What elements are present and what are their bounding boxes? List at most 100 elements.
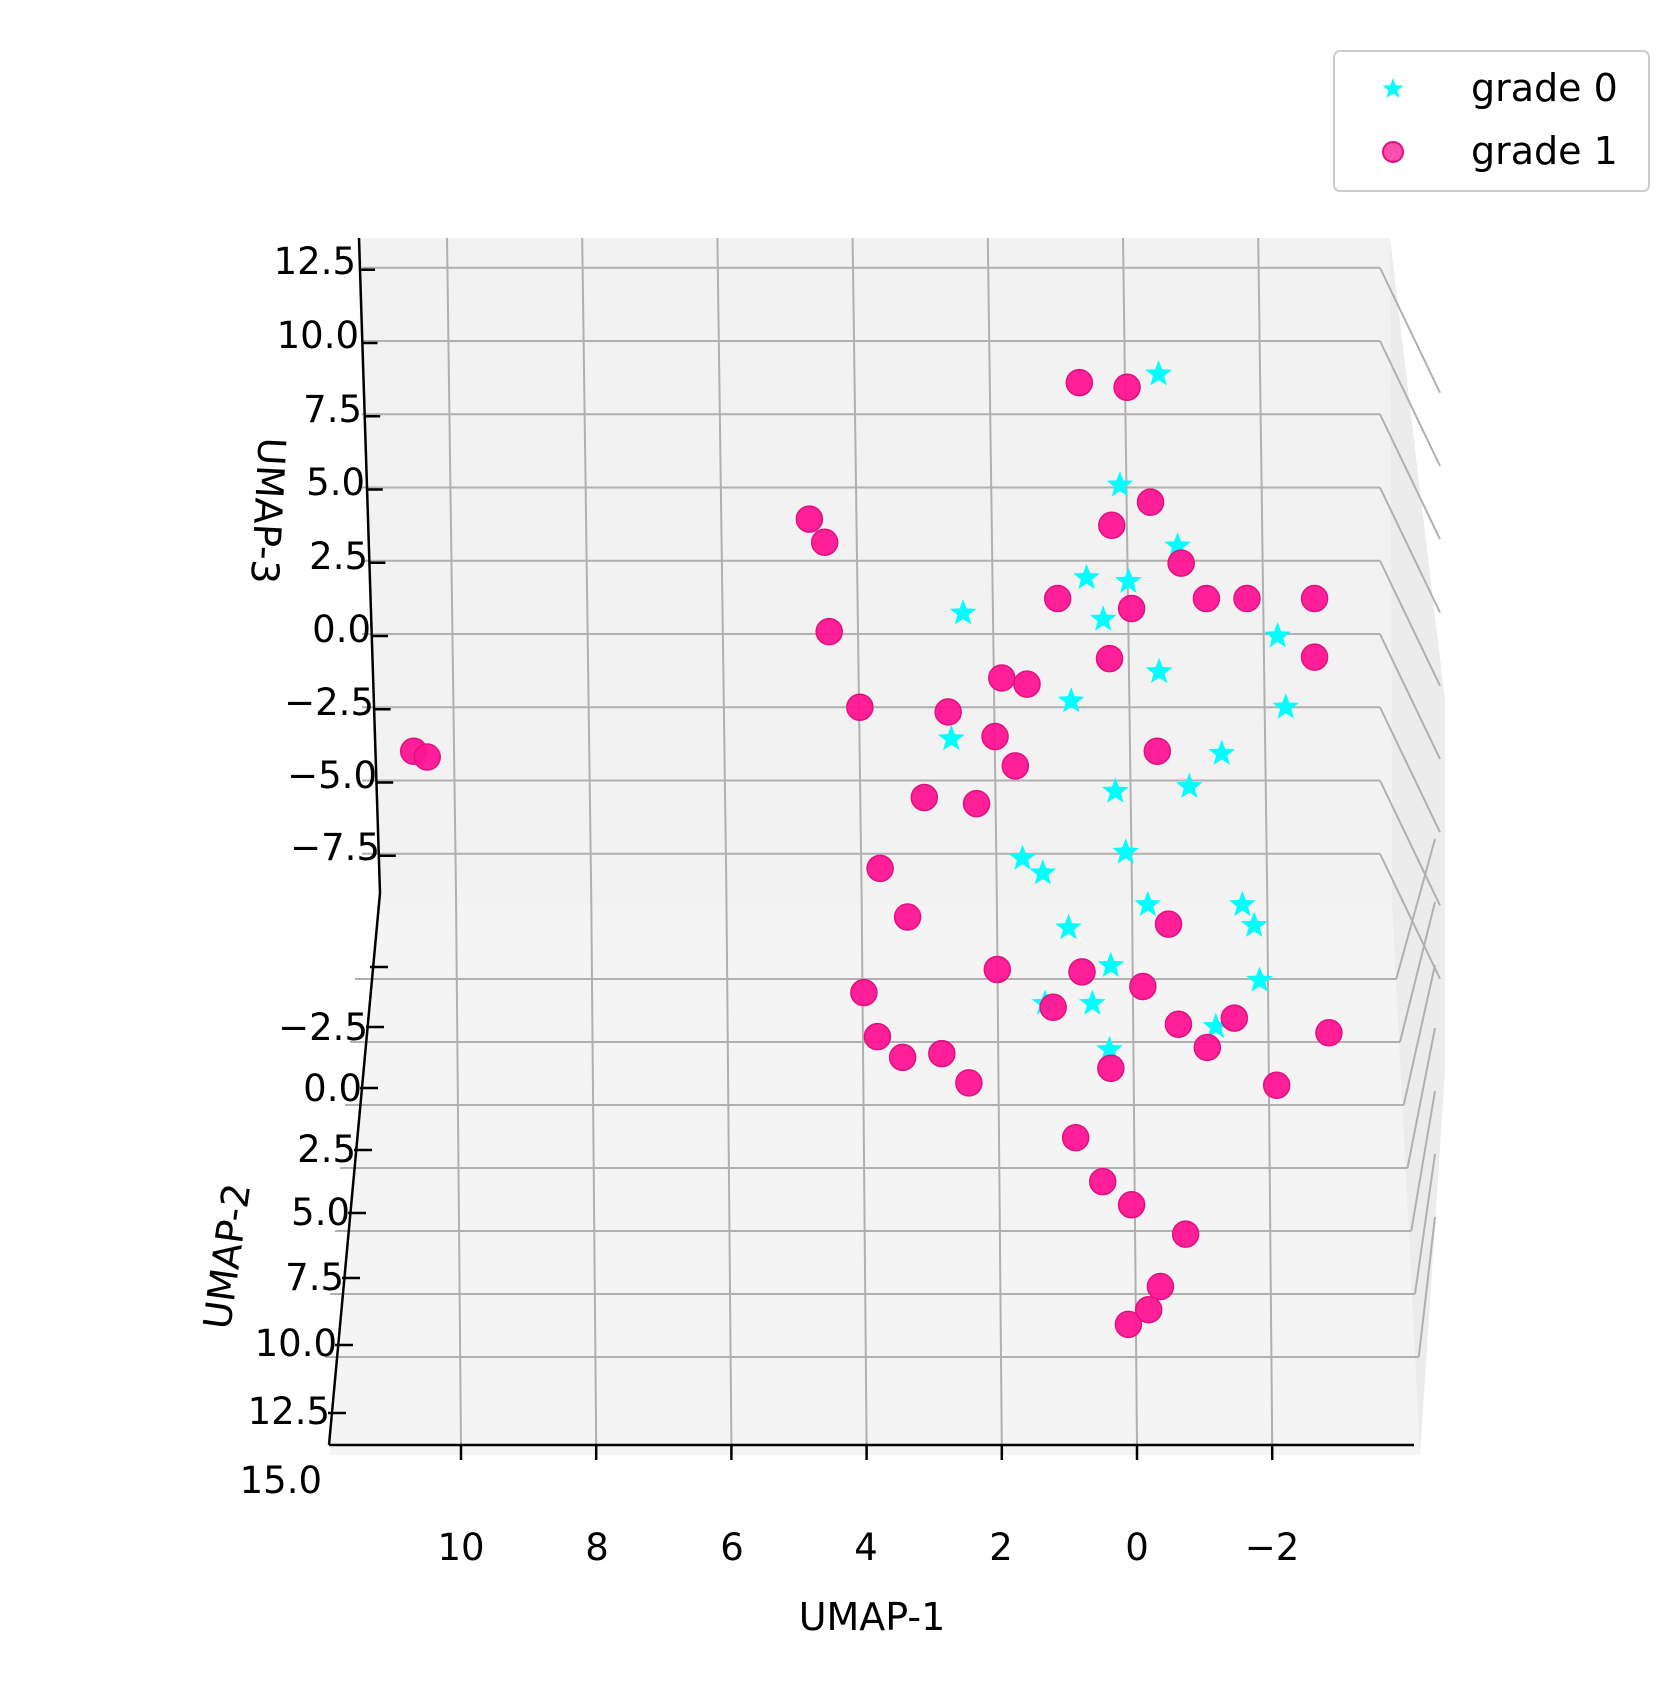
data-point-grade-1 <box>850 978 878 1007</box>
legend: grade 0 grade 1 <box>1333 50 1650 192</box>
data-points <box>399 360 1343 1339</box>
data-point-grade-1 <box>815 617 843 646</box>
data-point-grade-0 <box>1029 859 1057 885</box>
data-point-grade-0 <box>1145 360 1172 386</box>
data-point-grade-1 <box>1192 584 1221 613</box>
legend-star-marker <box>1382 78 1404 98</box>
legend-circle-marker-shape <box>1382 141 1404 163</box>
data-point-grade-1 <box>1065 368 1094 397</box>
data-point-grade-1 <box>810 528 839 557</box>
data-point-grade-1 <box>1013 670 1041 698</box>
data-point-grade-0 <box>1176 772 1203 798</box>
axis-lines <box>327 237 1414 1447</box>
grid-line-z-side <box>1379 267 1441 394</box>
data-point-grade-0 <box>1112 838 1139 864</box>
data-point-grade-0 <box>1272 693 1299 719</box>
data-point-grade-0 <box>1096 1035 1123 1062</box>
grid-line-x-wall <box>446 237 457 894</box>
grid-line-z-side <box>1379 706 1441 833</box>
data-point-grade-0 <box>1202 1012 1230 1038</box>
data-point-grade-1 <box>1220 1004 1249 1032</box>
data-point-grade-0 <box>1097 951 1125 977</box>
grid-line-z-side <box>1379 487 1441 613</box>
grid-line-y-side <box>1406 1027 1436 1169</box>
grid-line-z-side <box>1379 413 1441 540</box>
grid-line-x-wall <box>716 237 728 894</box>
data-point-grade-0 <box>1115 567 1142 593</box>
data-point-grade-1 <box>1134 1295 1163 1324</box>
grid-line-y-side <box>1417 1216 1436 1358</box>
x-tick-label: 0 <box>1125 1526 1149 1569</box>
data-point-grade-0 <box>938 724 965 751</box>
x-tick-label: 2 <box>989 1526 1013 1569</box>
grid-line-x-wall <box>1122 237 1133 894</box>
y-tick-label: 12.5 <box>248 1390 330 1433</box>
data-point-grade-1 <box>1146 1272 1175 1301</box>
z-tick-label: 10.0 <box>277 314 359 357</box>
y-tick-label: 7.5 <box>285 1256 344 1299</box>
data-point-grade-1 <box>1167 549 1195 577</box>
data-point-grade-1 <box>1129 972 1157 1001</box>
data-point-grade-1 <box>1114 1310 1143 1339</box>
z-tick-labels: 12.5 10.0 7.5 5.0 2.5 0.0 −2.5 −5.0 −7.5 <box>274 240 380 869</box>
x-tick-label: 8 <box>585 1526 609 1569</box>
data-point-grade-1 <box>1164 1010 1193 1039</box>
grid-line-y-side <box>1399 901 1436 1043</box>
series-grade-1 <box>399 368 1343 1339</box>
data-point-grade-1 <box>955 1069 983 1097</box>
grid-line-y-side <box>1402 964 1436 1106</box>
data-point-grade-1 <box>1117 1191 1146 1219</box>
data-point-grade-0 <box>1134 890 1162 917</box>
data-point-grade-1 <box>863 1022 892 1051</box>
z-tick-label: 0.0 <box>312 608 371 651</box>
data-point-grade-0 <box>1009 844 1036 870</box>
data-point-grade-1 <box>1039 993 1067 1022</box>
x-tick-label: 4 <box>854 1526 878 1569</box>
data-point-grade-0 <box>949 599 977 625</box>
grid-line-z-side <box>1379 633 1441 760</box>
x-tick-label: 10 <box>437 1526 484 1569</box>
y-tick-label: 0.0 <box>303 1067 362 1110</box>
data-point-grade-1 <box>1171 1220 1200 1248</box>
z-tick-label: 2.5 <box>309 535 368 578</box>
data-point-grade-0 <box>1264 622 1291 648</box>
side-pane <box>1390 238 1445 1455</box>
tick-marks <box>328 268 1274 1460</box>
legend-label-grade-0: grade 0 <box>1471 66 1618 110</box>
data-point-grade-1 <box>928 1039 956 1068</box>
data-point-grade-0 <box>1089 605 1117 631</box>
z-tick-label: −2.5 <box>284 681 374 724</box>
grid-line-z-side <box>1379 780 1441 906</box>
data-point-grade-1 <box>888 1043 917 1072</box>
z-axis-line <box>357 237 382 894</box>
data-point-grade-1 <box>1117 594 1146 623</box>
legend-circle-marker <box>1382 141 1404 163</box>
x-axis-title: UMAP-1 <box>799 1595 946 1639</box>
x-tick-label: −2 <box>1245 1526 1300 1569</box>
data-point-grade-0 <box>1057 687 1085 713</box>
data-point-grade-0 <box>1145 657 1173 684</box>
grid-line-z-side <box>1379 853 1441 980</box>
data-point-grade-0 <box>1073 563 1100 590</box>
data-point-grade-1 <box>983 955 1012 984</box>
data-point-grade-1 <box>1233 584 1261 613</box>
grid-line-x-wall <box>581 237 593 894</box>
data-point-grade-1 <box>1098 511 1126 540</box>
z-axis-title: UMAP-3 <box>242 436 294 585</box>
y-tick-label: −2.5 <box>278 1006 368 1049</box>
data-point-grade-1 <box>893 903 922 931</box>
data-point-grade-1 <box>1095 644 1124 673</box>
z-tick-label: 12.5 <box>274 240 356 283</box>
data-point-grade-0 <box>1079 989 1106 1015</box>
data-point-grade-1 <box>795 505 824 533</box>
y-axis-line <box>327 892 382 1446</box>
data-point-grade-0 <box>1106 471 1134 497</box>
legend-box <box>1333 50 1650 192</box>
data-point-grade-0 <box>1240 911 1268 937</box>
data-point-grade-1 <box>1262 1071 1291 1099</box>
grid-line-y-side <box>1414 1153 1436 1295</box>
data-point-grade-0 <box>1055 913 1082 940</box>
data-point-grade-1 <box>1300 584 1329 613</box>
x-tick-labels: 10 8 6 4 2 0 −2 <box>437 1526 1299 1569</box>
